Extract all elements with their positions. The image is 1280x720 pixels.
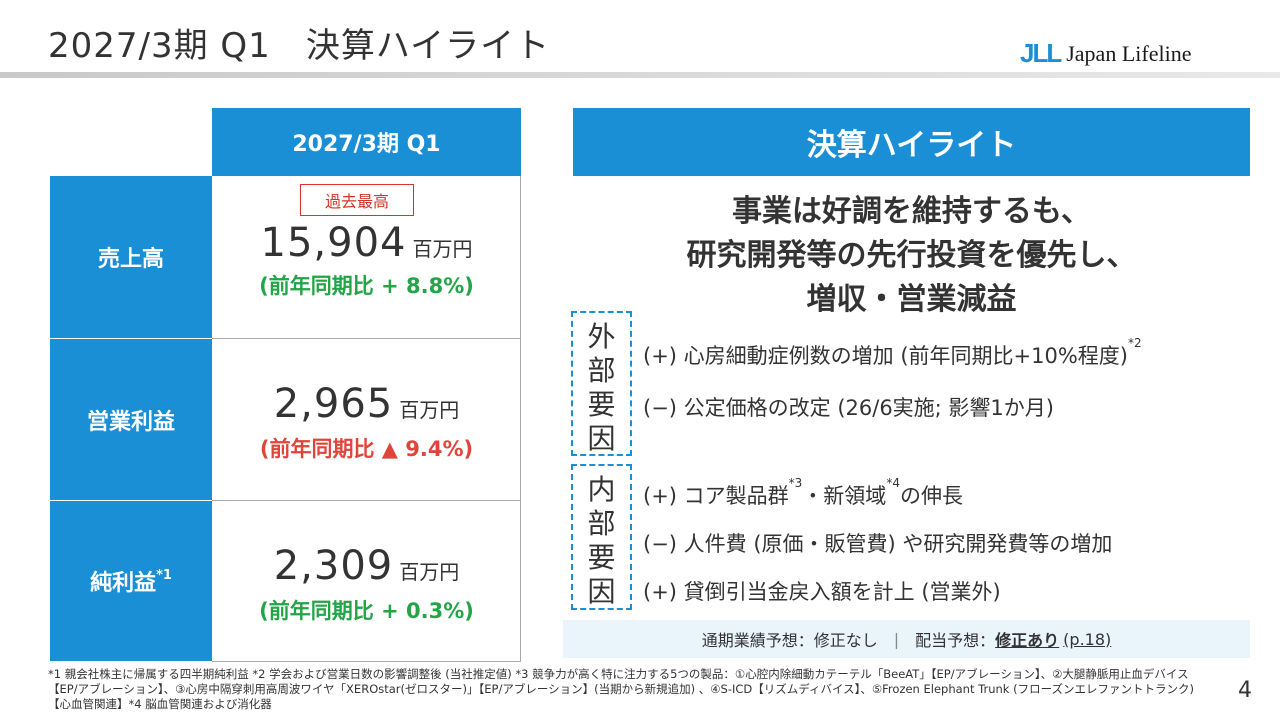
external-factor-2: (−) 公定価格の改定 (26/6実施; 影響1か月) xyxy=(643,392,1054,422)
external-char-4: 因 xyxy=(587,422,616,455)
external-factor-1: (+) 心房細動症例数の増加 (前年同期比+10%程度)*2 xyxy=(643,336,1142,370)
operating-income-metric: 2,965 百万円 xyxy=(212,381,521,427)
logo-text: Japan Lifeline xyxy=(1066,40,1192,66)
row-label-operating-income: 営業利益 xyxy=(50,339,212,501)
internal-factor-2: (−) 人件費 (原価・販管費) や研究開発費等の増加 xyxy=(643,528,1112,558)
row-label-text: 売上高 xyxy=(97,247,164,272)
external-factor-1-note: *2 xyxy=(1128,336,1142,350)
row-label-sales: 売上高 xyxy=(50,176,212,339)
internal-char-4: 因 xyxy=(587,575,616,608)
sales-yoy: (前年同期比 + 8.8%) xyxy=(259,274,474,298)
sales-metric: 15,904 百万円 xyxy=(212,220,521,266)
headline-line-1: 事業は好調を維持するも、 xyxy=(731,194,1092,229)
earnings-forecast: 通期業績予想：修正なし xyxy=(701,631,878,650)
operating-income-cell: 2,965 百万円 (前年同期比 ▲ 9.4%) xyxy=(212,339,521,501)
sales-value: 15,904 xyxy=(260,220,407,266)
net-income-unit: 百万円 xyxy=(399,560,460,584)
internal-factor-2-text: (−) 人件費 (原価・販管費) や研究開発費等の増加 xyxy=(643,532,1113,556)
row-label-text: 純利益 xyxy=(90,571,157,596)
record-high-badge: 過去最高 xyxy=(300,184,414,216)
internal-char-3: 要 xyxy=(587,541,616,574)
dividend-forecast-value: 修正あり xyxy=(995,631,1060,650)
highlight-header: 決算ハイライト xyxy=(573,108,1250,176)
external-factors-label: 外 部 要 因 xyxy=(571,311,632,456)
footnote: *1 親会社株主に帰属する四半期純利益 *2 学会および営業日数の影響調整後 (… xyxy=(48,667,1194,711)
company-logo: JLL Japan Lifeline xyxy=(1020,38,1191,69)
internal-factor-3-text: (+) 貸倒引当金戻入額を計上 (営業外) xyxy=(643,580,1001,604)
external-char-2: 部 xyxy=(587,354,616,387)
internal-factor-1-tail: の伸長 xyxy=(899,484,963,508)
internal-factor-3: (+) 貸倒引当金戻入額を計上 (営業外) xyxy=(643,576,1001,606)
sales-cell: 過去最高 15,904 百万円 (前年同期比 + 8.8%) xyxy=(212,176,521,339)
page-number: 4 xyxy=(1238,678,1252,703)
internal-factor-1-mid: ・新領域 xyxy=(802,484,887,508)
internal-char-1: 内 xyxy=(587,473,616,506)
headline-line-3: 増収・営業減益 xyxy=(806,282,1017,317)
net-income-cell: 2,309 百万円 (前年同期比 + 0.3%) xyxy=(212,501,521,662)
external-char-3: 要 xyxy=(587,388,616,421)
external-factor-1-text: (+) 心房細動症例数の増加 (前年同期比+10%程度) xyxy=(643,344,1128,368)
forecast-bar: 通期業績予想：修正なし | 配当予想： 修正あり (p.18) xyxy=(563,620,1250,658)
row-label-text: 営業利益 xyxy=(86,409,175,435)
headline-line-2: 研究開発等の先行投資を優先し、 xyxy=(686,238,1137,273)
internal-factor-1-text: (+) コア製品群 xyxy=(643,484,789,508)
net-income-value: 2,309 xyxy=(273,543,394,589)
page-title: 2027/3期 Q1 決算ハイライト xyxy=(48,26,551,66)
operating-income-unit: 百万円 xyxy=(399,398,460,422)
sales-unit: 百万円 xyxy=(412,237,473,261)
external-char-1: 外 xyxy=(587,320,616,353)
internal-factor-1: (+) コア製品群*3・新領域*4の伸長 xyxy=(643,476,963,510)
operating-income-value: 2,965 xyxy=(273,381,394,427)
net-income-metric: 2,309 百万円 xyxy=(212,543,521,589)
operating-income-yoy: (前年同期比 ▲ 9.4%) xyxy=(259,437,474,461)
internal-factor-1-note: *3 xyxy=(788,476,803,490)
net-income-yoy: (前年同期比 + 0.3%) xyxy=(259,599,474,623)
external-factor-2-text: (−) 公定価格の改定 (26/6実施; 影響1か月) xyxy=(643,396,1054,420)
internal-factor-1-note2: *4 xyxy=(886,476,900,490)
logo-mark: JLL xyxy=(1020,38,1062,68)
row-label-note: *1 xyxy=(156,567,172,583)
internal-factors-label: 内 部 要 因 xyxy=(571,464,632,610)
dividend-forecast-label: 配当予想： xyxy=(915,631,996,650)
forecast-separator: | xyxy=(893,629,900,649)
dividend-page-link[interactable]: (p.18) xyxy=(1063,629,1112,649)
period-column-header: 2027/3期 Q1 xyxy=(212,108,521,176)
title-divider xyxy=(0,72,1280,78)
internal-char-2: 部 xyxy=(587,507,616,540)
row-label-net-income: 純利益 *1 xyxy=(50,501,212,662)
